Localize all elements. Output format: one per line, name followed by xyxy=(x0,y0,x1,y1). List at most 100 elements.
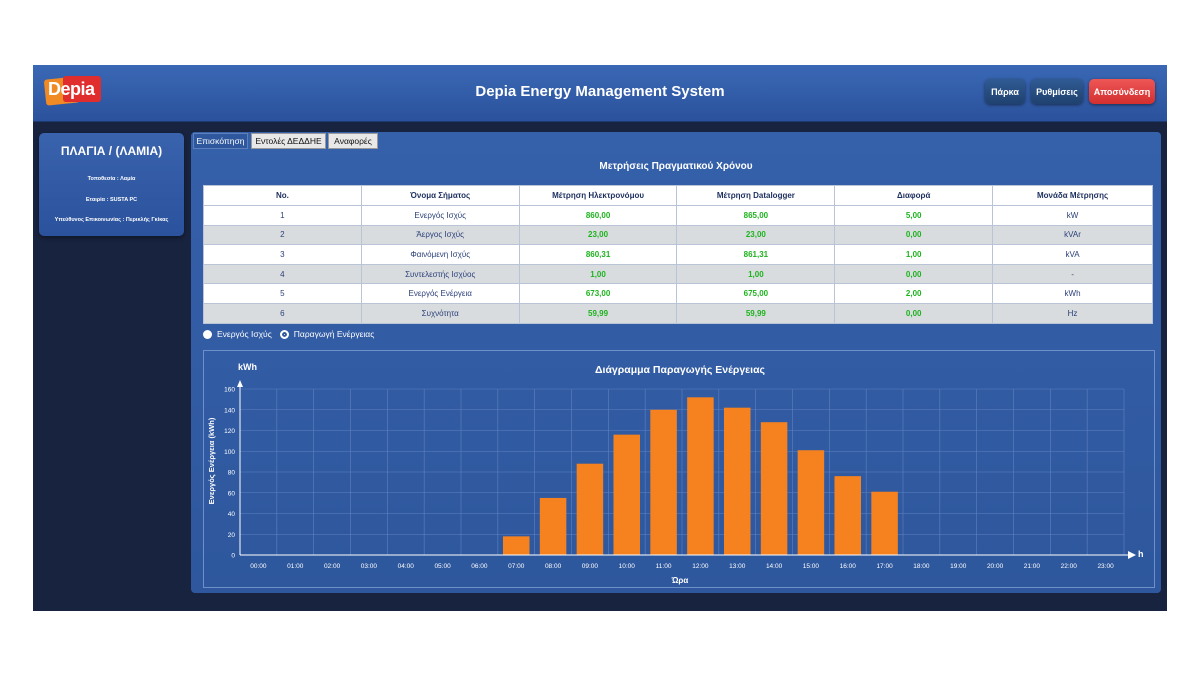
cell-diff: 1,00 xyxy=(834,244,994,265)
y-tick-label: 100 xyxy=(224,449,235,456)
y-tick-label: 40 xyxy=(228,511,236,518)
chart-x-unit-label: h xyxy=(1138,549,1144,559)
col-header-no: No. xyxy=(203,185,362,206)
y-tick-label: 160 xyxy=(224,387,235,394)
x-tick-label: 13:00 xyxy=(729,563,746,570)
cell-diff: 5,00 xyxy=(834,205,994,226)
x-tick-label: 11:00 xyxy=(656,563,672,570)
cell-datalogger: 23,00 xyxy=(676,224,836,246)
radio-energy-production[interactable] xyxy=(279,329,289,339)
x-tick-label: 01:00 xyxy=(287,563,304,570)
energy-chart-svg: kWh Διάγραμμα Παραγωγής Ενέργειας Ενεργό… xyxy=(207,362,1144,585)
x-tick-label: 21:00 xyxy=(1024,563,1041,570)
bar-1300 xyxy=(723,407,751,555)
col-header-relay: Μέτρηση Ηλεκτρονόμου xyxy=(518,185,678,206)
bar-1400 xyxy=(760,422,788,555)
x-axis-arrow-icon xyxy=(1128,551,1136,559)
park-company: Εταιρία : SUSTA PC xyxy=(85,197,138,203)
cell-diff: 0,00 xyxy=(834,263,994,285)
cell-unit: - xyxy=(992,263,1153,285)
y-tick-label: 80 xyxy=(228,470,236,477)
cell-unit: kVA xyxy=(992,244,1153,265)
bar-1600 xyxy=(834,476,862,555)
app-window: Depia Depia Energy Management System Πάρ… xyxy=(33,65,1167,611)
tab-overview[interactable]: Επισκόπηση xyxy=(193,133,248,149)
table-header-row: No. Όνομα Σήματος Μέτρηση Ηλεκτρονόμου Μ… xyxy=(203,185,1153,206)
x-tick-label: 09:00 xyxy=(582,563,599,570)
y-tick-label: 20 xyxy=(228,532,236,539)
radio-active-power[interactable] xyxy=(203,329,212,339)
x-tick-label: 10:00 xyxy=(619,563,636,570)
measurements-table: No. Όνομα Σήματος Μέτρηση Ηλεκτρονόμου Μ… xyxy=(203,185,1153,324)
table-title: Μετρήσεις Πραγματικού Χρόνου xyxy=(599,161,753,172)
radio-active-power-label[interactable]: Ενεργός Ισχύς xyxy=(217,329,272,339)
bar-0800 xyxy=(539,497,567,555)
x-tick-label: 08:00 xyxy=(545,563,562,570)
main-panel: Επισκόπηση Εντολές ΔΕΔΔΗΕ Αναφορές Μετρή… xyxy=(191,132,1161,593)
cell-no: 1 xyxy=(203,205,362,226)
logout-button[interactable]: Αποσύνδεση xyxy=(1089,79,1155,104)
chart-title: Διάγραμμα Παραγωγής Ενέργειας xyxy=(595,364,766,376)
y-tick-label: 60 xyxy=(228,490,236,497)
x-tick-label: 05:00 xyxy=(434,563,451,570)
x-tick-label: 06:00 xyxy=(471,563,488,570)
cell-unit: Hz xyxy=(992,302,1153,324)
app-title: Depia Energy Management System xyxy=(475,83,725,100)
cell-relay: 673,00 xyxy=(518,283,678,304)
settings-button[interactable]: Ρυθμίσεις xyxy=(1031,79,1083,104)
tab-reports[interactable]: Αναφορές xyxy=(328,133,378,149)
y-tick-label: 0 xyxy=(231,553,235,560)
bar-0900 xyxy=(576,463,604,555)
chart-mode-radio-group: Ενεργός Ισχύς Παραγωγή Ενέργειας xyxy=(203,327,382,341)
cell-relay: 59,99 xyxy=(518,302,678,324)
table-row: 5 Ενεργός Ενέργεια 673,00 675,00 2,00 kW… xyxy=(203,283,1153,304)
cell-signal: Συντελεστής Ισχύος xyxy=(360,263,520,285)
col-header-diff: Διαφορά xyxy=(834,185,994,206)
energy-chart: kWh Διάγραμμα Παραγωγής Ενέργειας Ενεργό… xyxy=(203,350,1155,588)
cell-datalogger: 1,00 xyxy=(676,263,836,285)
x-tick-label: 19:00 xyxy=(950,563,967,570)
cell-unit: kVAr xyxy=(992,224,1153,246)
depia-logo[interactable]: Depia xyxy=(43,76,101,106)
cell-signal: Ενεργός Ισχύς xyxy=(360,205,520,226)
cell-unit: kW xyxy=(992,205,1153,226)
bar-1100 xyxy=(650,409,677,555)
col-header-unit: Μονάδα Μέτρησης xyxy=(992,185,1153,206)
chart-grid xyxy=(239,388,1125,556)
x-tick-label: 14:00 xyxy=(766,563,783,570)
x-tick-label: 02:00 xyxy=(324,563,341,570)
bar-1200 xyxy=(687,397,714,555)
cell-relay: 860,31 xyxy=(518,244,678,265)
x-tick-label: 03:00 xyxy=(361,563,378,570)
cell-signal: Συχνότητα xyxy=(360,302,520,324)
cell-relay: 23,00 xyxy=(518,224,678,246)
bar-1000 xyxy=(613,434,641,555)
cell-no: 6 xyxy=(203,302,362,324)
x-tick-label: 23:00 xyxy=(1097,563,1114,570)
cell-no: 5 xyxy=(203,283,362,304)
cell-diff: 0,00 xyxy=(834,302,994,324)
top-header: Depia Depia Energy Management System Πάρ… xyxy=(33,65,1167,122)
chart-unit-label: kWh xyxy=(238,362,257,372)
tab-commands[interactable]: Εντολές ΔΕΔΔΗΕ xyxy=(251,133,326,149)
cell-datalogger: 59,99 xyxy=(676,302,836,324)
x-tick-label: 16:00 xyxy=(840,563,857,570)
radio-energy-production-label[interactable]: Παραγωγή Ενέργειας xyxy=(293,329,375,339)
cell-no: 3 xyxy=(203,244,362,265)
y-tick-label: 140 xyxy=(224,407,235,414)
logo-text: Depia xyxy=(48,79,95,99)
cell-no: 2 xyxy=(203,224,362,246)
x-tick-label: 12:00 xyxy=(692,563,709,570)
cell-datalogger: 675,00 xyxy=(676,283,836,304)
x-tick-label: 20:00 xyxy=(987,563,1004,570)
chart-x-axis-label: Ώρα xyxy=(671,576,689,585)
cell-diff: 0,00 xyxy=(834,224,994,246)
cell-relay: 860,00 xyxy=(518,205,678,226)
table-row: 6 Συχνότητα 59,99 59,99 0,00 Hz xyxy=(203,302,1153,324)
x-tick-label: 15:00 xyxy=(803,563,820,570)
parks-button[interactable]: Πάρκα xyxy=(985,79,1025,104)
cell-datalogger: 865,00 xyxy=(676,205,836,226)
park-contact: Υπεύθυνος Επικοινωνίας : Περικλής Γκίκας xyxy=(54,217,169,223)
col-header-datalogger: Μέτρηση Datalogger xyxy=(676,185,836,206)
cell-signal: Φαινόμενη Ισχύς xyxy=(360,244,520,265)
